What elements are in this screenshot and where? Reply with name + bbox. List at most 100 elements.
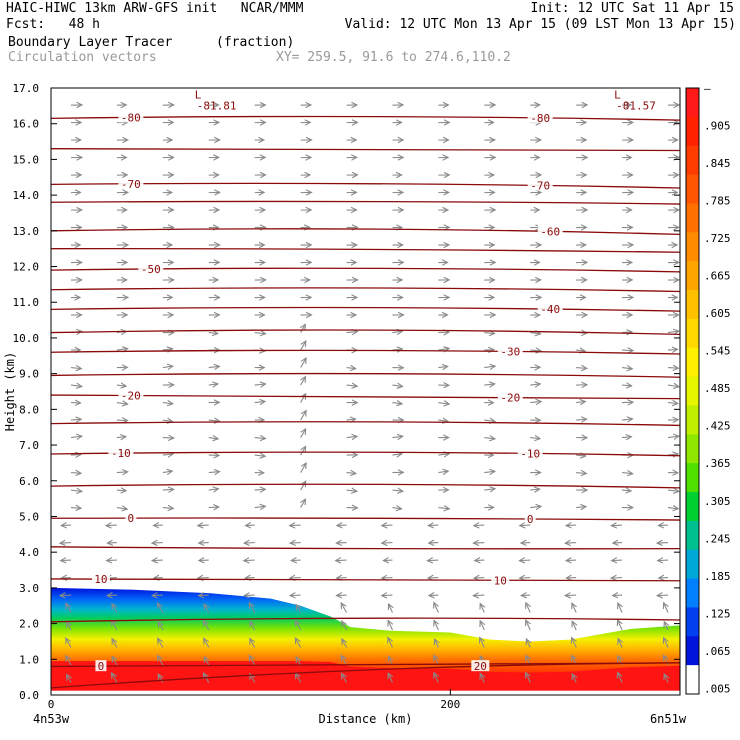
contour-label-bg bbox=[497, 345, 523, 357]
wind-vector bbox=[438, 508, 449, 509]
wind-vector bbox=[392, 403, 402, 404]
wind-vector bbox=[152, 543, 163, 544]
wind-vector bbox=[300, 446, 306, 456]
y-tick-label: 10.0 bbox=[13, 332, 40, 345]
wind-vector bbox=[612, 560, 623, 561]
colorbar-swatch bbox=[686, 116, 699, 147]
wind-vector bbox=[667, 454, 678, 455]
wind-vector bbox=[382, 595, 393, 596]
wind-vector bbox=[346, 473, 356, 474]
wind-vector bbox=[484, 471, 495, 472]
wind-vector bbox=[116, 385, 126, 386]
colorbar-label: .845 bbox=[704, 157, 731, 170]
colorbar-label: .005 bbox=[704, 682, 731, 695]
wind-vector bbox=[158, 622, 162, 631]
temperature-contour bbox=[51, 182, 680, 189]
wind-vector bbox=[530, 506, 541, 507]
wind-vector bbox=[382, 525, 393, 526]
wind-vector bbox=[438, 471, 448, 472]
wind-vector bbox=[388, 621, 392, 631]
wind-vector bbox=[70, 455, 81, 456]
colorbar-swatch bbox=[686, 174, 699, 204]
low-symbol: L bbox=[195, 88, 202, 101]
x-end-location: 6n51w bbox=[650, 712, 687, 726]
y-tick-label: 15.0 bbox=[13, 153, 40, 166]
wind-vector bbox=[208, 489, 219, 490]
wind-vector bbox=[484, 384, 494, 385]
wind-vector bbox=[246, 525, 255, 526]
temperature-contour bbox=[51, 349, 680, 355]
wind-vector bbox=[484, 489, 495, 490]
wind-vector bbox=[341, 655, 348, 666]
colorbar-label: .185 bbox=[704, 570, 731, 583]
wind-vector bbox=[162, 454, 173, 455]
contour-label-bg bbox=[91, 573, 110, 585]
y-tick-label: 3.0 bbox=[19, 582, 39, 595]
temperature-contour bbox=[51, 115, 680, 121]
wind-vector bbox=[520, 525, 531, 526]
wind-vector bbox=[106, 525, 117, 526]
colorbar-label: .545 bbox=[704, 345, 731, 358]
wind-vector bbox=[520, 578, 531, 579]
wind-vector bbox=[154, 578, 163, 579]
wind-vector bbox=[659, 578, 669, 579]
wind-vector bbox=[667, 331, 679, 333]
wind-vector bbox=[576, 455, 586, 456]
wind-vector bbox=[435, 639, 439, 648]
wind-vector bbox=[473, 595, 485, 596]
wind-vector bbox=[336, 543, 347, 544]
wind-vector bbox=[60, 543, 71, 544]
wind-vector bbox=[208, 420, 220, 421]
wind-vector bbox=[521, 595, 531, 596]
wind-vector bbox=[254, 489, 266, 490]
wind-vector bbox=[301, 377, 306, 386]
wind-vector bbox=[116, 349, 128, 351]
wind-vector bbox=[244, 543, 255, 544]
wind-vector bbox=[572, 621, 576, 631]
contour-label-bg bbox=[491, 574, 510, 586]
wind-vector bbox=[438, 403, 449, 405]
contour-label: -10 bbox=[111, 447, 131, 460]
colorbar-swatch bbox=[686, 492, 699, 522]
wind-vector bbox=[346, 490, 357, 491]
colorbar-swatch bbox=[686, 578, 699, 608]
colorbar-label: .065 bbox=[704, 645, 731, 658]
wind-vector bbox=[70, 490, 82, 491]
contour-label: -60 bbox=[540, 225, 560, 238]
colorbar-label: .425 bbox=[704, 420, 731, 433]
colorbar-swatch bbox=[686, 463, 699, 493]
temperature-contour bbox=[51, 617, 680, 623]
wind-vector bbox=[530, 489, 539, 490]
contour-label-bg bbox=[108, 447, 134, 459]
wind-vector bbox=[438, 366, 447, 367]
wind-vector bbox=[208, 472, 220, 473]
wind-vector bbox=[657, 595, 669, 596]
wind-vector bbox=[70, 436, 82, 437]
colorbar-label: .605 bbox=[704, 307, 731, 320]
surface-strip bbox=[51, 690, 680, 695]
wind-vector bbox=[658, 525, 669, 526]
temperature-contour bbox=[51, 483, 680, 489]
wind-vector bbox=[389, 604, 393, 613]
header-valid-time: Valid: 12 UTC Mon 13 Apr 15 (09 LST Mon … bbox=[344, 17, 736, 32]
contour-label: -80 bbox=[530, 112, 550, 125]
wind-vector bbox=[576, 402, 585, 403]
temperature-contour bbox=[51, 306, 680, 312]
wind-vector bbox=[667, 385, 679, 387]
wind-vector bbox=[667, 436, 679, 437]
colorbar-label: .905 bbox=[704, 120, 731, 133]
wind-vector bbox=[383, 560, 393, 561]
wind-vector bbox=[342, 639, 347, 648]
wind-vector bbox=[622, 350, 633, 351]
wind-vector bbox=[566, 560, 577, 561]
wind-vector bbox=[300, 481, 306, 491]
wind-vector bbox=[254, 384, 266, 385]
wind-vector bbox=[112, 656, 117, 666]
contour-label-bg bbox=[125, 512, 137, 524]
colorbar-label: .365 bbox=[704, 457, 731, 470]
colorbar-swatch bbox=[686, 347, 699, 378]
temperature-contour bbox=[51, 148, 680, 152]
wind-vector bbox=[107, 595, 117, 596]
y-axis-label: Height (km) bbox=[3, 352, 17, 431]
